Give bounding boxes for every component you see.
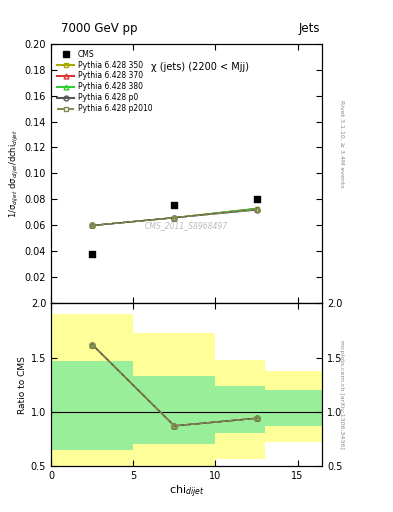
CMS bbox=[89, 250, 95, 258]
Text: mcplots.cern.ch [arXiv:1306.3436]: mcplots.cern.ch [arXiv:1306.3436] bbox=[340, 340, 344, 449]
Line: Pythia 6.428 370: Pythia 6.428 370 bbox=[90, 206, 259, 228]
Pythia 6.428 p0 bbox=[172, 215, 177, 221]
Pythia 6.428 p2010 bbox=[90, 222, 95, 228]
Text: 7000 GeV pp: 7000 GeV pp bbox=[61, 22, 138, 35]
X-axis label: chi$_{dijet}$: chi$_{dijet}$ bbox=[169, 483, 204, 500]
CMS bbox=[171, 201, 178, 209]
Pythia 6.428 380 bbox=[90, 222, 95, 228]
Pythia 6.428 380 bbox=[254, 205, 259, 211]
Pythia 6.428 370 bbox=[90, 222, 95, 228]
Pythia 6.428 p0 bbox=[254, 207, 259, 213]
Text: χ (jets) (2200 < Mjj): χ (jets) (2200 < Mjj) bbox=[151, 62, 249, 72]
Text: CMS_2011_S8968497: CMS_2011_S8968497 bbox=[145, 221, 228, 230]
Pythia 6.428 380 bbox=[172, 215, 177, 221]
Y-axis label: 1/σ$_{dijet}$ dσ$_{dijet}$/dchi$_{dijet}$: 1/σ$_{dijet}$ dσ$_{dijet}$/dchi$_{dijet}… bbox=[7, 129, 20, 218]
Pythia 6.428 350 bbox=[172, 215, 177, 221]
Line: Pythia 6.428 350: Pythia 6.428 350 bbox=[90, 206, 259, 228]
Legend: CMS, Pythia 6.428 350, Pythia 6.428 370, Pythia 6.428 380, Pythia 6.428 p0, Pyth: CMS, Pythia 6.428 350, Pythia 6.428 370,… bbox=[55, 47, 155, 116]
Line: Pythia 6.428 p0: Pythia 6.428 p0 bbox=[90, 207, 259, 228]
Y-axis label: Ratio to CMS: Ratio to CMS bbox=[18, 356, 27, 414]
CMS bbox=[253, 196, 260, 204]
Pythia 6.428 350 bbox=[90, 222, 95, 228]
Text: Rivet 3.1.10, ≥ 3.4M events: Rivet 3.1.10, ≥ 3.4M events bbox=[340, 99, 344, 187]
Line: Pythia 6.428 p2010: Pythia 6.428 p2010 bbox=[90, 207, 259, 228]
Pythia 6.428 p0 bbox=[90, 222, 95, 228]
Pythia 6.428 350 bbox=[254, 205, 259, 211]
Pythia 6.428 370 bbox=[254, 205, 259, 211]
Pythia 6.428 p2010 bbox=[172, 215, 177, 221]
Pythia 6.428 370 bbox=[172, 215, 177, 221]
Pythia 6.428 p2010 bbox=[254, 207, 259, 213]
Line: Pythia 6.428 380: Pythia 6.428 380 bbox=[90, 206, 259, 228]
Text: Jets: Jets bbox=[299, 22, 320, 35]
